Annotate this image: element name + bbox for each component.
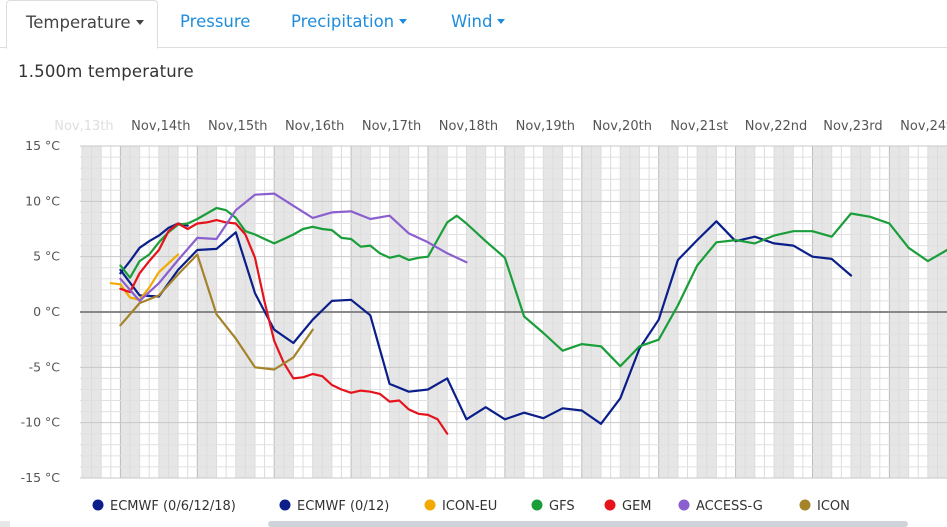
tab-precipitation[interactable]: Precipitation	[291, 0, 408, 46]
chart-title: 1.500m temperature	[18, 62, 194, 81]
legend-label[interactable]: GEM	[622, 499, 652, 514]
y-tick-label: -5 °C	[29, 359, 61, 374]
series-line-icon	[119, 253, 314, 371]
tab-temperature-label: Temperature	[26, 13, 131, 32]
x-tick-label: Nov,19th	[516, 119, 575, 134]
legend-marker	[531, 499, 543, 511]
legend-marker	[799, 499, 811, 511]
legend-label[interactable]: ECMWF (0/6/12/18)	[110, 499, 236, 514]
x-tick-label: Nov,14th	[131, 119, 190, 134]
y-tick-label: -15 °C	[21, 470, 61, 485]
series-lines	[109, 192, 947, 435]
temperature-chart: 15 °C 10 °C 5 °C 0 °C -5 °C -10 °C -15 °C Nov,1…	[0, 119, 947, 514]
series-line-gfs	[119, 206, 947, 368]
grid-lines	[0, 145, 947, 479]
forecast-tabs: Temperature Pressure Precipitation Wind	[0, 0, 947, 49]
x-tick-label: Nov,15th	[208, 119, 267, 134]
tab-wind[interactable]: Wind	[451, 0, 506, 46]
legend-label[interactable]: ACCESS-G	[696, 499, 763, 514]
legend-marker	[279, 499, 291, 511]
series-line-icon-eu	[109, 253, 180, 301]
x-tick-label: Nov,13th	[54, 119, 113, 134]
series-line-access-g	[119, 192, 468, 302]
scrollbar-track-left	[0, 521, 10, 527]
x-tick-label: Nov,17th	[362, 119, 421, 134]
chevron-down-icon	[135, 20, 144, 25]
legend-marker	[92, 499, 104, 511]
y-tick-label: 10 °C	[25, 193, 60, 208]
legend-label[interactable]: ICON	[817, 499, 850, 514]
legend-label[interactable]: GFS	[549, 499, 575, 514]
left-fade	[0, 146, 80, 478]
y-tick-label: 15 °C	[25, 138, 60, 153]
horizontal-scrollbar[interactable]	[268, 521, 908, 527]
y-tick-label: -10 °C	[21, 415, 61, 430]
chevron-down-icon	[399, 19, 408, 24]
legend-marker	[604, 499, 616, 511]
y-tick-label: 5 °C	[33, 249, 60, 264]
tab-wind-label: Wind	[451, 12, 493, 31]
legend: ECMWF (0/6/12/18) ECMWF (0/12) ICON-EU GFS G…	[92, 499, 850, 514]
legend-label[interactable]: ECMWF (0/12)	[297, 499, 389, 514]
x-tick-label: Nov,20th	[593, 119, 652, 134]
series-line-ecmwf-0-12	[119, 220, 853, 425]
chevron-down-icon	[497, 19, 506, 24]
y-tick-label: 0 °C	[33, 304, 60, 319]
axis-labels: 15 °C 10 °C 5 °C 0 °C -5 °C -10 °C -15 °C Nov,1…	[21, 119, 947, 485]
x-tick-label: Nov,23rd	[823, 119, 882, 134]
tab-temperature[interactable]: Temperature	[6, 0, 158, 49]
x-tick-label: Nov,16th	[285, 119, 344, 134]
x-tick-label: Nov,21st	[670, 119, 728, 134]
legend-label[interactable]: ICON-EU	[442, 499, 497, 514]
legend-marker	[678, 499, 690, 511]
x-tick-label: Nov,22nd	[745, 119, 808, 134]
x-tick-label: Nov,24th	[900, 119, 947, 134]
tabs-divider	[0, 47, 947, 48]
tab-pressure[interactable]: Pressure	[180, 0, 250, 46]
tab-precipitation-label: Precipitation	[291, 12, 395, 31]
x-tick-label: Nov,18th	[439, 119, 498, 134]
tab-pressure-label: Pressure	[180, 12, 251, 31]
legend-marker	[424, 499, 436, 511]
